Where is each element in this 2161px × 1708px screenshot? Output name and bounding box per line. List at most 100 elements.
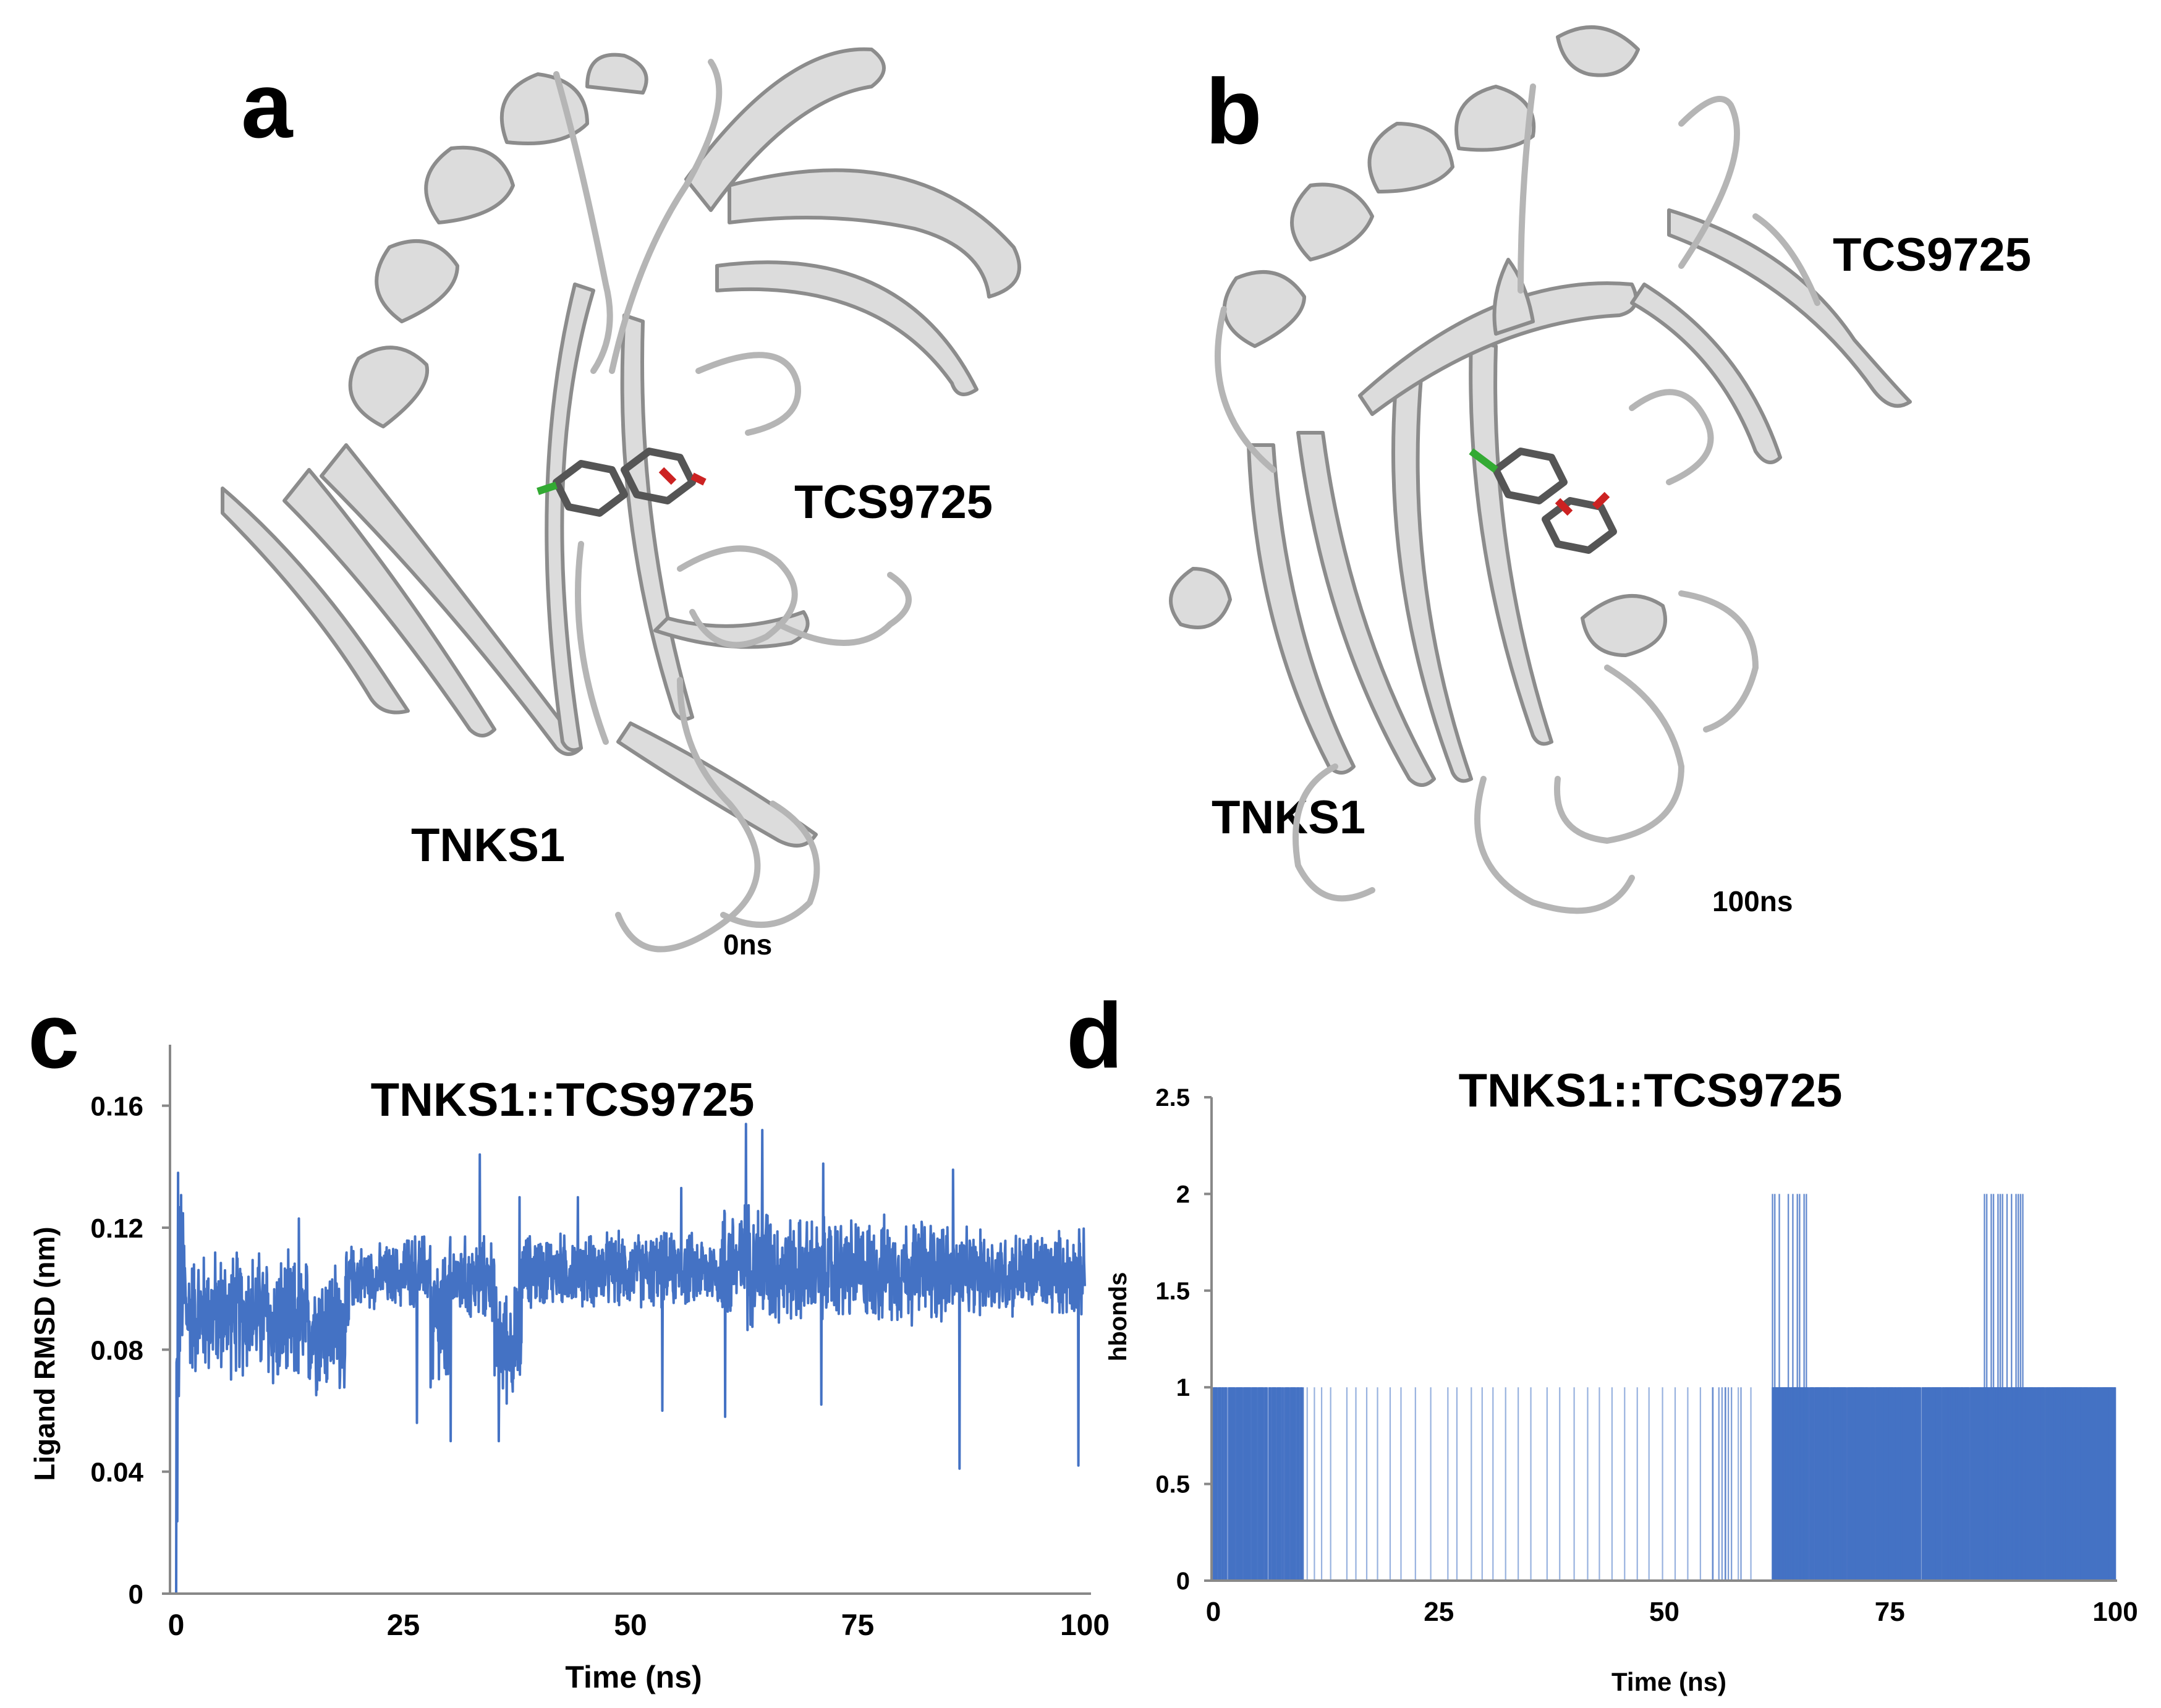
d-y-ticks: 0 0.5 1 1.5 2 2.5 bbox=[1155, 1084, 1212, 1595]
hbond-bar bbox=[1298, 1387, 1301, 1581]
d-y-tick-label: 0 bbox=[1176, 1568, 1190, 1595]
hbond-bar bbox=[1992, 1194, 1995, 1581]
hbond-bar bbox=[1226, 1387, 1228, 1581]
hbond-bar bbox=[2017, 1194, 2019, 1581]
hbond-bar bbox=[2014, 1387, 2016, 1581]
hbond-bar bbox=[1845, 1387, 1847, 1581]
hbond-bar bbox=[1241, 1387, 1244, 1581]
hbond-bar bbox=[1925, 1387, 1927, 1581]
hbond-bar bbox=[2011, 1194, 2013, 1581]
hbond-bar bbox=[1852, 1387, 1854, 1581]
ligand-structure-a bbox=[537, 448, 707, 517]
hbond-bar bbox=[1867, 1387, 1869, 1581]
hbond-bar bbox=[1346, 1387, 1348, 1581]
hbond-bar bbox=[1828, 1387, 1831, 1581]
hbond-bar bbox=[1828, 1387, 1830, 1581]
hbond-bar bbox=[1530, 1387, 1532, 1581]
panel-letter-c: c bbox=[28, 984, 80, 1087]
hbond-bar bbox=[1270, 1387, 1272, 1581]
hbond-bar bbox=[1778, 1194, 1780, 1581]
hbond-bar bbox=[1881, 1387, 1883, 1581]
c-x-tick-label: 100 bbox=[1060, 1609, 1110, 1642]
c-x-tick-label: 75 bbox=[841, 1609, 874, 1642]
hbond-bar bbox=[1256, 1387, 1258, 1581]
protein-loops-a bbox=[553, 59, 912, 953]
hbond-bar bbox=[1587, 1387, 1589, 1581]
d-x-ticks: 0 25 50 75 100 bbox=[1206, 1597, 2138, 1627]
c-y-ticks: 0 0.04 0.08 0.12 0.16 bbox=[90, 1092, 170, 1610]
helix-b bbox=[1222, 85, 1536, 348]
hbond-bar bbox=[1283, 1387, 1285, 1581]
c-y-tick-label: 0.16 bbox=[90, 1092, 143, 1122]
hbond-bar bbox=[1892, 1387, 1895, 1581]
hbond-bar bbox=[1624, 1387, 1626, 1581]
hbond-bar bbox=[2008, 1387, 2010, 1581]
hbond-bar bbox=[1922, 1387, 1925, 1581]
hbond-bar bbox=[2005, 1387, 2007, 1581]
hbond-bar bbox=[2050, 1387, 2052, 1581]
protein-structure-b bbox=[1169, 25, 1912, 787]
hbond-bar bbox=[2012, 1387, 2015, 1581]
hbond-bar bbox=[1282, 1387, 1284, 1581]
panel-letter-a: a bbox=[241, 53, 293, 157]
hbond-bar bbox=[1275, 1387, 1277, 1581]
hbond-bar bbox=[1962, 1387, 1964, 1581]
hbond-bar bbox=[1320, 1387, 1323, 1581]
hbond-bar bbox=[2034, 1387, 2037, 1581]
hbond-bar bbox=[2081, 1387, 2084, 1581]
hbond-bar bbox=[1220, 1387, 1222, 1581]
hbond-bar bbox=[1456, 1387, 1458, 1581]
hbond-bar bbox=[1712, 1387, 1713, 1581]
hbond-bar bbox=[1987, 1387, 1990, 1581]
hbond-bar bbox=[1636, 1387, 1638, 1581]
hbond-bar bbox=[2032, 1387, 2034, 1581]
hbond-bar bbox=[1662, 1387, 1663, 1581]
d-y-tick-label: 2.5 bbox=[1155, 1084, 1190, 1111]
c-y-tick-label: 0.12 bbox=[90, 1213, 143, 1244]
protein-label-b: TNKS1 bbox=[1212, 791, 1366, 844]
c-chart-title: TNKS1::TCS9725 bbox=[371, 1074, 755, 1126]
hbond-bar bbox=[2003, 1387, 2005, 1581]
hbond-bar bbox=[1724, 1387, 1726, 1581]
hbond-bar bbox=[1718, 1387, 1720, 1581]
c-y-tick-label: 0.08 bbox=[90, 1335, 143, 1366]
hbond-bar bbox=[1999, 1194, 2002, 1581]
hbond-bar bbox=[1280, 1387, 1282, 1581]
ligand-structure-b bbox=[1469, 448, 1617, 554]
hbond-bar bbox=[2045, 1387, 2047, 1581]
protein-structure-a bbox=[221, 47, 1021, 848]
hbond-bar bbox=[1223, 1387, 1225, 1581]
hbond-bar bbox=[1943, 1387, 1945, 1581]
hbond-bar bbox=[1846, 1387, 1848, 1581]
hbond-bar bbox=[1727, 1387, 1730, 1581]
hbond-bar bbox=[1911, 1387, 1914, 1581]
hbond-bar bbox=[1772, 1387, 1775, 1581]
hbond-bar bbox=[1959, 1387, 1961, 1581]
hbond-bar bbox=[1863, 1387, 1865, 1581]
d-x-tick-label: 25 bbox=[1424, 1597, 1454, 1627]
protein-loops-b bbox=[1215, 83, 1820, 914]
hbond-bar bbox=[2006, 1194, 2008, 1581]
protein-label-a: TNKS1 bbox=[411, 819, 566, 872]
hbond-bar bbox=[1849, 1387, 1851, 1581]
hbond-bar bbox=[1430, 1387, 1432, 1581]
hbond-bar bbox=[1234, 1387, 1236, 1581]
hbond-bar bbox=[1873, 1387, 1875, 1581]
hbond-bar bbox=[1990, 1194, 1992, 1581]
hbond-bar bbox=[1919, 1387, 1921, 1581]
c-y-tick-label: 0.04 bbox=[90, 1458, 143, 1488]
hbond-bar bbox=[1648, 1387, 1650, 1581]
ligand-label-a: TCS9725 bbox=[794, 476, 993, 529]
hbond-bar bbox=[1731, 1387, 1733, 1581]
hbond-bar bbox=[1812, 1387, 1815, 1581]
hbond-bar bbox=[2112, 1387, 2114, 1581]
hbond-bar bbox=[2074, 1387, 2076, 1581]
hbond-bar bbox=[1740, 1387, 1742, 1581]
hbond-bar bbox=[1929, 1387, 1932, 1581]
d-y-tick-label: 1 bbox=[1176, 1374, 1190, 1401]
chart-c: 00.040.080.120.16 0 25 50 75 100 TNKS1::TCS9… bbox=[28, 1045, 1110, 1694]
hbond-bar bbox=[1721, 1387, 1723, 1581]
hbond-bar bbox=[1869, 1387, 1872, 1581]
hbond-bar bbox=[1895, 1387, 1898, 1581]
hbond-bar bbox=[1216, 1387, 1218, 1581]
